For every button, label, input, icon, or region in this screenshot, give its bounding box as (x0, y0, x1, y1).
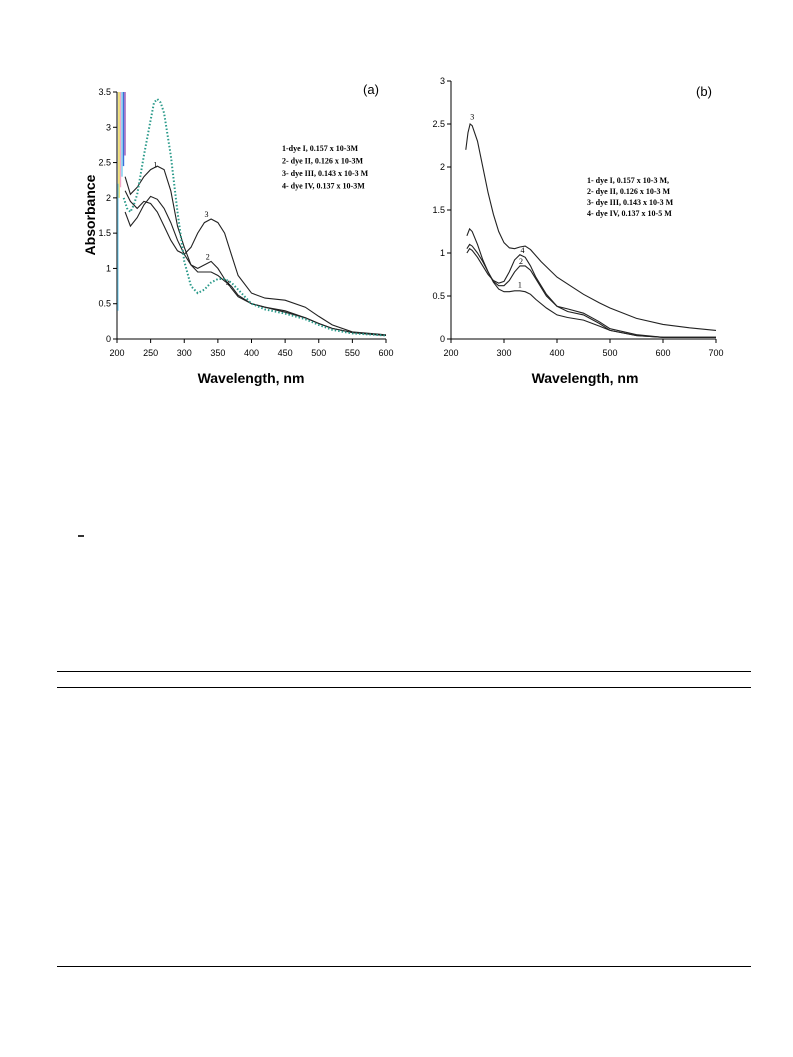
series-line-1 (466, 243, 716, 338)
x-tick-label: 500 (311, 348, 326, 358)
legend-entry: 4- dye IV, 0.137 x 10-3M (282, 182, 365, 191)
table-top-rule (57, 671, 751, 672)
legend-entry: 1-dye I, 0.157 x 10-3M (282, 144, 358, 153)
x-tick-label: 250 (143, 348, 158, 358)
series-line-4 (122, 97, 387, 337)
y-tick-label: 3.5 (98, 87, 111, 97)
legend-entry: 3- dye III, 0.143 x 10-3 M (587, 198, 674, 207)
series-label-4: 4 (226, 279, 230, 288)
chart-panel-b: 0 0.5 1 1.5 2 2.5 3 200 300 400 500 600 700 Wavelengt… (432, 76, 723, 386)
series-label-3: 3 (470, 113, 474, 122)
x-tick-label: 200 (109, 348, 124, 358)
series-line-3 (465, 123, 717, 331)
x-tick-label: 600 (378, 348, 393, 358)
legend-entry: 2- dye II, 0.126 x 10-3M (282, 157, 364, 166)
series-line-3 (124, 190, 387, 336)
series-label-4: 4 (521, 246, 525, 255)
series-label-1: 1 (518, 280, 522, 289)
y-tick-label: 0.5 (98, 299, 111, 309)
y-tick-label: 1 (106, 263, 111, 273)
x-tick-label: 550 (345, 348, 360, 358)
table-bottom-rule (57, 966, 751, 967)
legend: 1- dye I, 0.157 x 10-3 M, 2- dye II, 0.12… (587, 176, 674, 218)
series-line-2 (466, 227, 716, 338)
legend-entry: 3- dye III, 0.143 x 10-3 M (282, 169, 369, 178)
y-tick-label: 0 (106, 334, 111, 344)
x-tick-label: 300 (496, 348, 511, 358)
y-axis-label: Absorbance (82, 174, 98, 255)
y-tick-label: 1.5 (432, 205, 445, 215)
y-tick-label: 2 (106, 193, 111, 203)
legend-entry: 1- dye I, 0.157 x 10-3 M, (587, 176, 669, 185)
x-tick-label: 700 (708, 348, 723, 358)
series-line-2 (124, 195, 387, 337)
series-label-1: 1 (153, 161, 157, 170)
y-tick-label: 1 (440, 248, 445, 258)
legend-entry: 2- dye II, 0.126 x 10-3 M (587, 187, 671, 196)
series-label-2: 2 (206, 252, 210, 261)
x-tick-label: 350 (210, 348, 225, 358)
series-label-2: 2 (519, 257, 523, 266)
x-axis-label: Wavelength, nm (532, 370, 639, 386)
series-label-3: 3 (204, 210, 208, 219)
chart-panel-a: 0 0.5 1 1.5 2 2.5 3 3.5 200 250 300 350 400 450 500 550… (82, 82, 394, 386)
x-tick-label: 200 (443, 348, 458, 358)
panel-label: (b) (696, 84, 712, 99)
y-tick-label: 0.5 (432, 291, 445, 301)
legend: 1-dye I, 0.157 x 10-3M 2- dye II, 0.126 x… (282, 144, 369, 191)
series-line-4 (466, 247, 716, 338)
chart-a: 0 0.5 1 1.5 2 2.5 3 3.5 200 250 300 350 400 450 500 550… (82, 76, 724, 386)
x-tick-label: 600 (655, 348, 670, 358)
x-tick-label: 300 (177, 348, 192, 358)
panel-label: (a) (363, 82, 379, 97)
y-tick-label: 3 (440, 76, 445, 86)
y-tick-label: 2.5 (432, 119, 445, 129)
x-tick-label: 400 (549, 348, 564, 358)
y-tick-label: 2.5 (98, 158, 111, 168)
series-line-1 (124, 165, 387, 337)
x-tick-label: 450 (278, 348, 293, 358)
legend-entry: 4- dye IV, 0.137 x 10-5 M (587, 209, 672, 218)
y-tick-label: 1.5 (98, 228, 111, 238)
x-axis-label: Wavelength, nm (198, 370, 305, 386)
x-tick-label: 400 (244, 348, 259, 358)
y-tick-label: 3 (106, 122, 111, 132)
small-dash-mark (78, 535, 84, 537)
y-tick-label: 0 (440, 334, 445, 344)
x-tick-label: 500 (602, 348, 617, 358)
table-header-rule (57, 687, 751, 688)
y-tick-label: 2 (440, 162, 445, 172)
